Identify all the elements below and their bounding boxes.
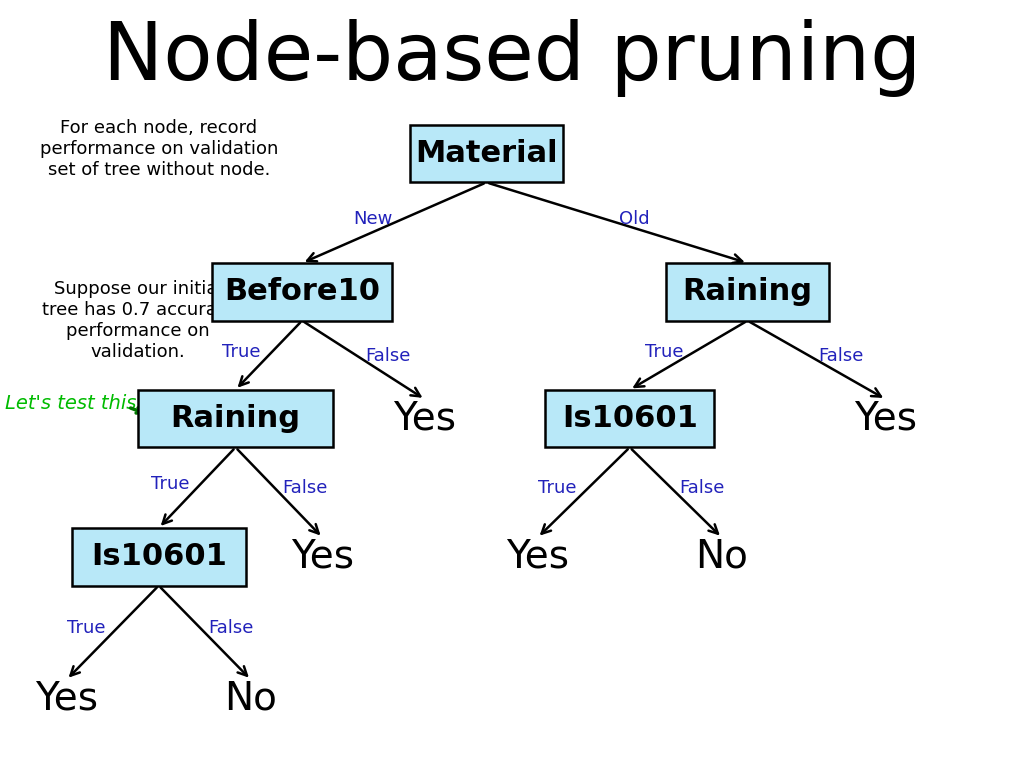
Text: True: True <box>68 619 105 637</box>
Text: True: True <box>222 343 261 361</box>
Text: Before10: Before10 <box>224 277 380 306</box>
Text: Raining: Raining <box>171 404 300 433</box>
Text: Is10601: Is10601 <box>562 404 697 433</box>
Text: False: False <box>818 347 863 365</box>
Text: For each node, record
performance on validation
set of tree without node.: For each node, record performance on val… <box>40 119 278 179</box>
Text: True: True <box>644 343 683 361</box>
Text: Raining: Raining <box>683 277 812 306</box>
Text: No: No <box>224 680 278 718</box>
FancyBboxPatch shape <box>138 390 333 447</box>
Text: Yes: Yes <box>291 538 354 576</box>
Text: Is10601: Is10601 <box>91 542 226 571</box>
Text: Yes: Yes <box>35 680 98 718</box>
Text: New: New <box>353 210 392 227</box>
FancyBboxPatch shape <box>72 528 246 585</box>
Text: False: False <box>208 619 254 637</box>
Text: False: False <box>283 479 328 497</box>
FancyBboxPatch shape <box>666 263 829 321</box>
Text: False: False <box>366 347 411 365</box>
Text: Yes: Yes <box>854 399 918 438</box>
Text: Yes: Yes <box>506 538 569 576</box>
Text: Old: Old <box>620 210 650 227</box>
Text: True: True <box>539 479 577 497</box>
Text: Yes: Yes <box>393 399 457 438</box>
FancyBboxPatch shape <box>545 390 715 447</box>
Text: Material: Material <box>415 139 558 168</box>
Text: No: No <box>695 538 749 576</box>
Text: Suppose our initial
tree has 0.7 accurate
performance on
validation.: Suppose our initial tree has 0.7 accurat… <box>42 280 234 361</box>
Text: Node-based pruning: Node-based pruning <box>102 18 922 97</box>
Text: True: True <box>151 475 189 492</box>
FancyBboxPatch shape <box>410 124 563 183</box>
FancyBboxPatch shape <box>213 263 391 321</box>
Text: False: False <box>679 479 725 497</box>
Text: Let's test this node...: Let's test this node... <box>5 394 210 412</box>
